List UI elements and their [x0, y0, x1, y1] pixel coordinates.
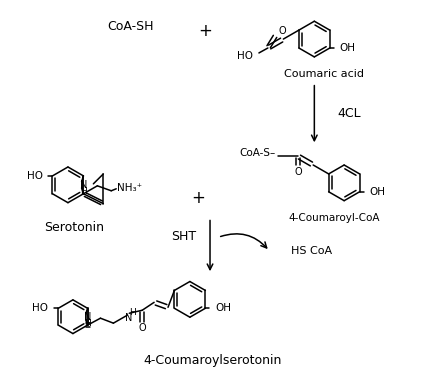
Text: HO: HO	[26, 171, 43, 181]
Text: +: +	[191, 189, 204, 207]
Text: HO: HO	[32, 303, 48, 313]
Text: O: O	[294, 167, 302, 177]
Text: 4CL: 4CL	[337, 107, 360, 120]
Text: N: N	[124, 313, 132, 323]
Text: OH: OH	[339, 43, 355, 53]
Text: HO: HO	[236, 51, 252, 61]
Text: +: +	[198, 22, 211, 40]
Text: 4-Coumaroyl-CoA: 4-Coumaroyl-CoA	[288, 212, 379, 222]
Text: NH₃⁺: NH₃⁺	[116, 183, 141, 193]
Text: H: H	[129, 308, 135, 317]
Text: H: H	[80, 187, 87, 196]
Text: Coumaric acid: Coumaric acid	[284, 69, 363, 79]
Text: O: O	[138, 323, 146, 333]
Text: HS CoA: HS CoA	[291, 246, 332, 256]
Text: Serotonin: Serotonin	[44, 221, 104, 234]
Text: CoA-SH: CoA-SH	[107, 20, 153, 33]
Text: CoA-S–: CoA-S–	[239, 148, 275, 158]
Text: N: N	[84, 312, 91, 322]
Text: OH: OH	[215, 303, 231, 313]
Text: H: H	[84, 319, 91, 328]
Text: OH: OH	[368, 187, 385, 197]
Text: O: O	[278, 26, 286, 36]
Text: SHT: SHT	[170, 230, 196, 243]
Text: 4-Coumaroylserotonin: 4-Coumaroylserotonin	[144, 354, 282, 367]
Text: N: N	[80, 180, 87, 190]
